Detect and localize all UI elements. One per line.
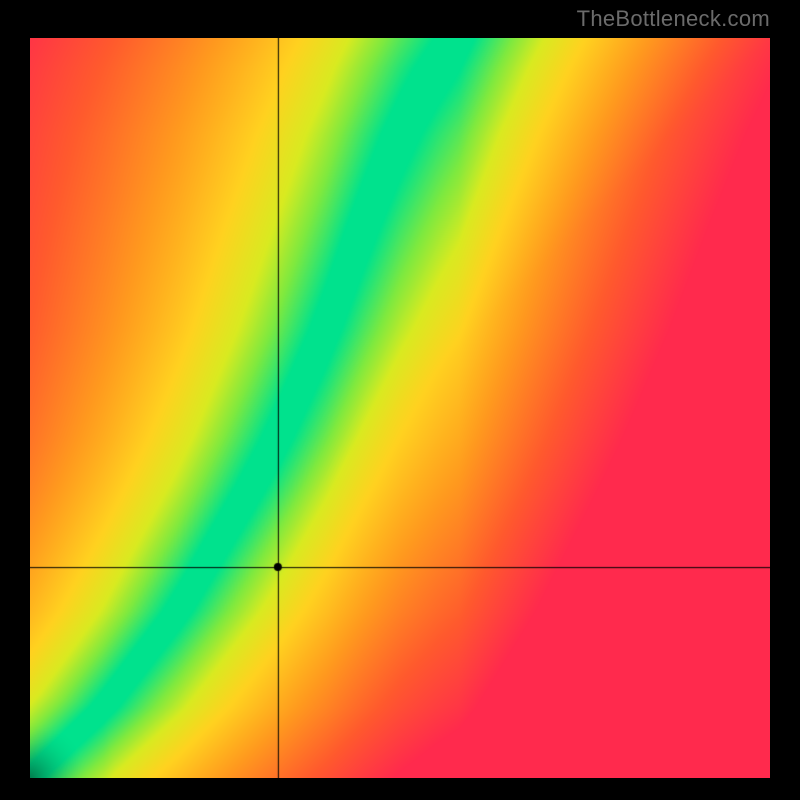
bottleneck-heatmap — [30, 38, 770, 778]
attribution-text: TheBottleneck.com — [577, 6, 770, 32]
